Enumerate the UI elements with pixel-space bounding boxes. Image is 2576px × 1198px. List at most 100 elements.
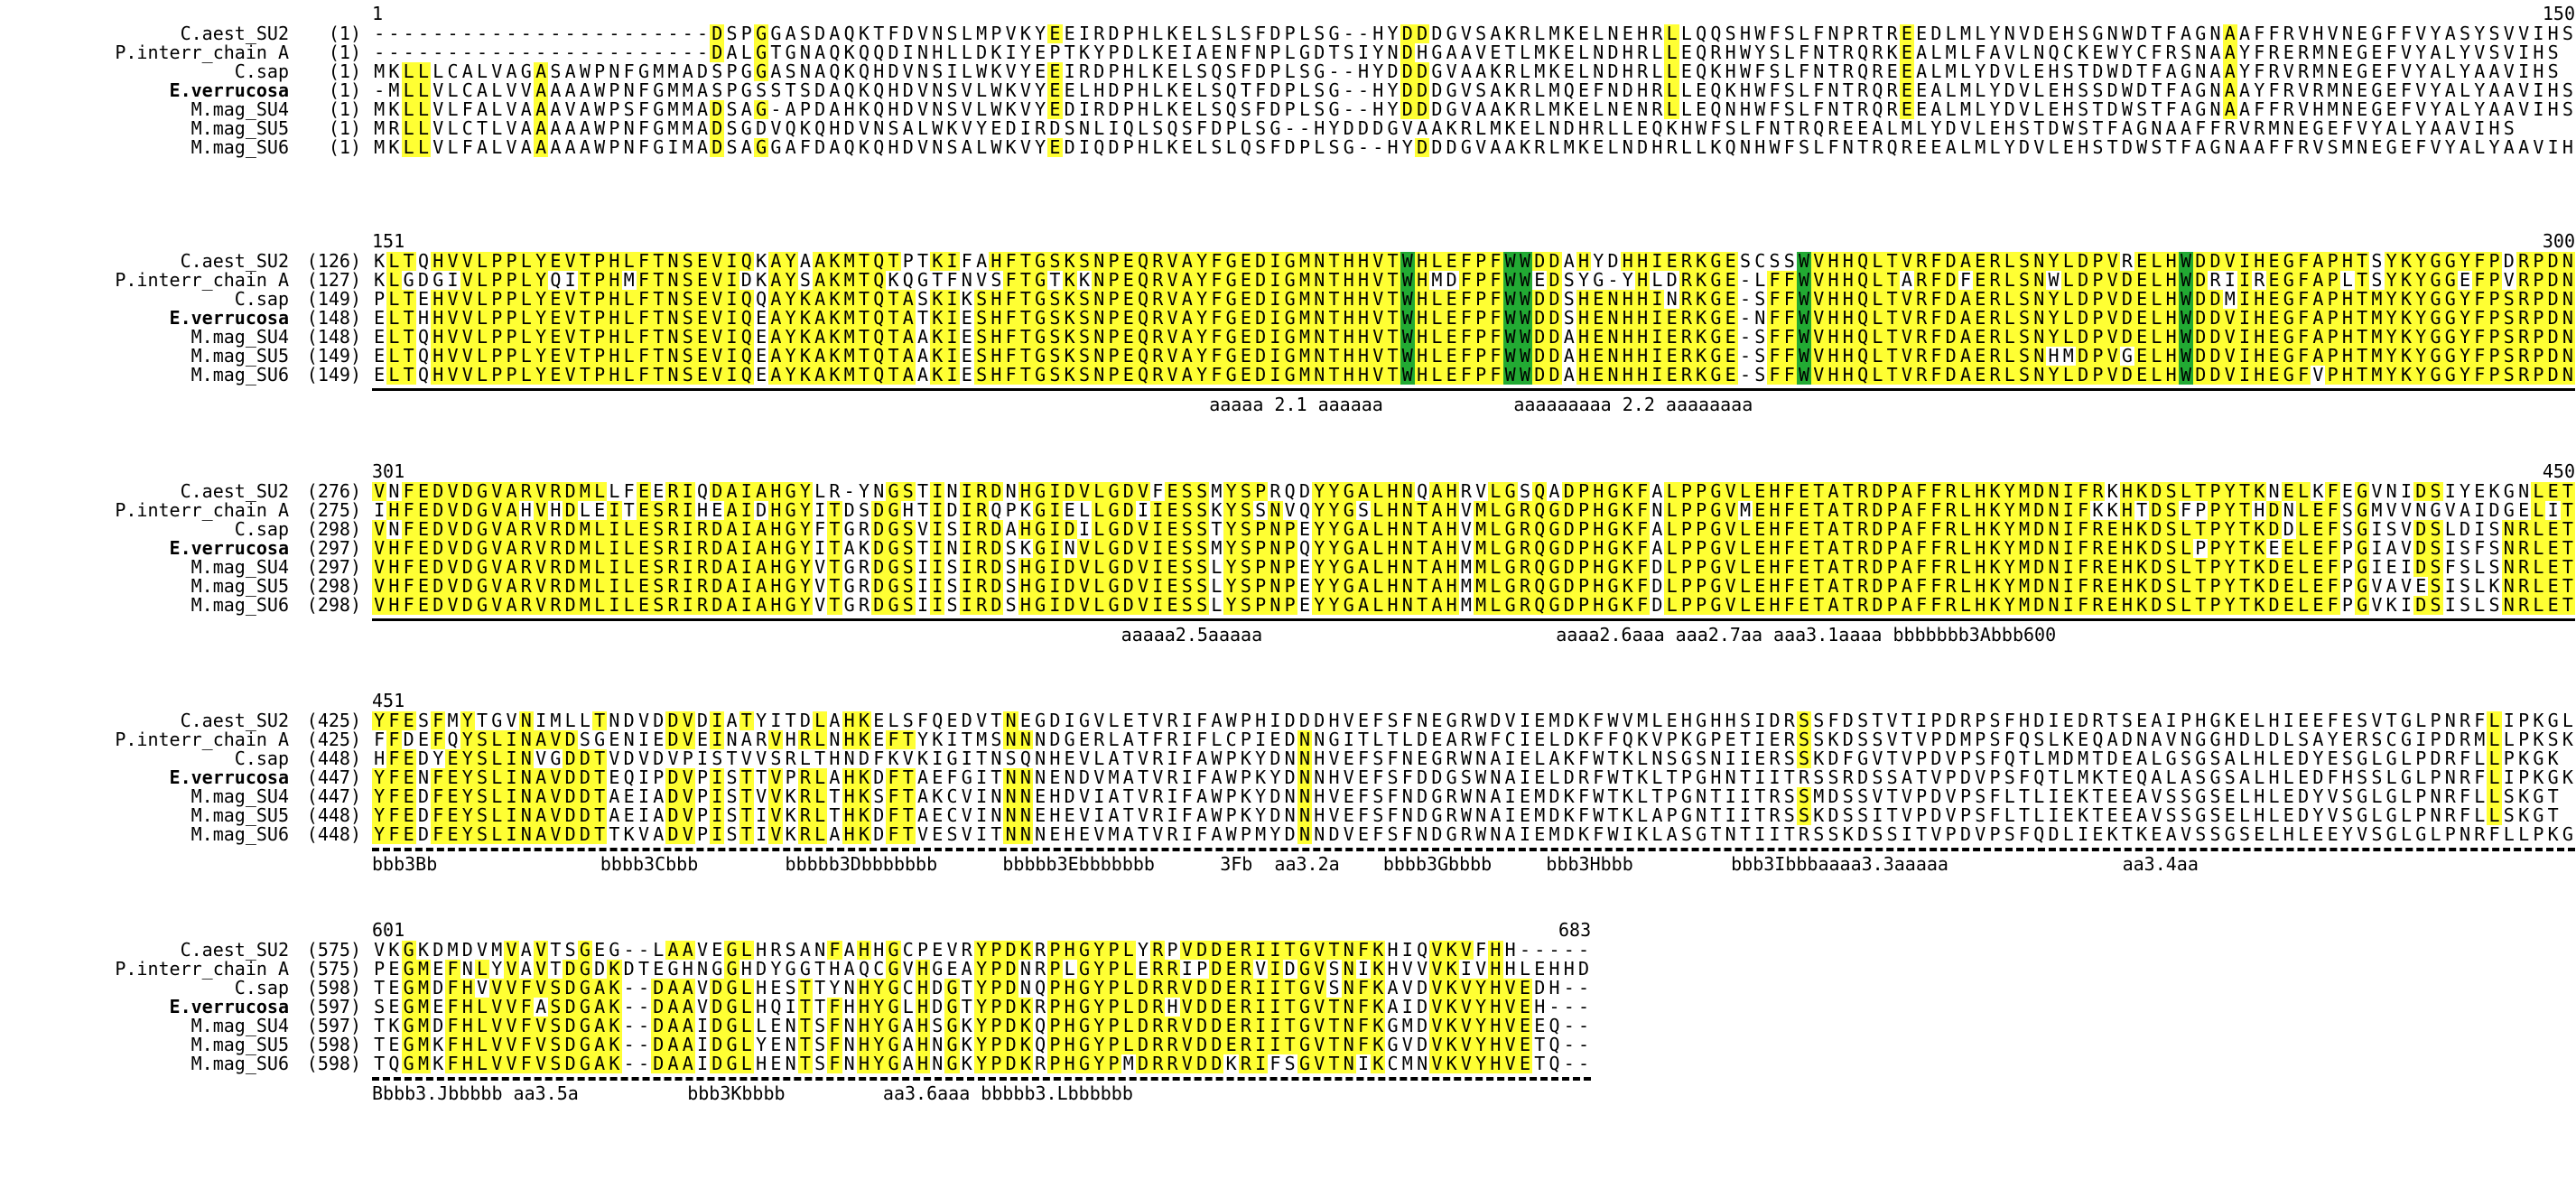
residue: M (1547, 24, 1561, 43)
residue: H (1767, 539, 1782, 558)
ruler-end: 300 (2503, 232, 2575, 250)
residue: Y (754, 711, 768, 730)
residue: L (1664, 43, 1679, 62)
residue: E (401, 749, 416, 768)
residue: M (1106, 768, 1121, 787)
residue: I (1268, 290, 1283, 309)
residue: - (386, 24, 401, 43)
residue: K (2398, 290, 2414, 309)
sequence-label: C.aest_SU2 (0, 24, 289, 43)
residue: D (1194, 1054, 1210, 1073)
residue: N (2413, 501, 2428, 520)
residue: - (1576, 998, 1591, 1017)
residue: I (944, 730, 959, 749)
residue: F (1781, 596, 1797, 615)
residue: V (1944, 749, 1958, 768)
residue: D (1444, 138, 1458, 157)
residue: R (2443, 749, 2458, 768)
residue: Y (2384, 271, 2399, 290)
residue: M (2016, 482, 2032, 501)
residue: S (2016, 290, 2032, 309)
residue: T (1782, 825, 1797, 844)
residue: L (1664, 100, 1679, 119)
residue: L (1664, 501, 1679, 520)
residue: R (1517, 558, 1533, 577)
residue: T (2076, 62, 2090, 81)
residue: V (916, 520, 930, 539)
residue: N (1400, 577, 1415, 596)
residue: E (1664, 711, 1679, 730)
residue: D (2413, 520, 2429, 539)
residue: D (1194, 941, 1210, 960)
residue: I (960, 749, 974, 768)
residue: Y (460, 730, 475, 749)
residue: W (578, 62, 592, 81)
residue: I (637, 787, 651, 806)
residue: G (1076, 1035, 1093, 1054)
residue: D (1121, 558, 1136, 577)
residue: D (710, 1035, 725, 1054)
residue: G (1341, 501, 1356, 520)
residue: D (1268, 24, 1282, 43)
residue: Y (871, 1017, 887, 1035)
residue: R (1165, 1017, 1180, 1035)
residue: D (1135, 1035, 1151, 1054)
sequence-row: C.sap (1) M K L L L C A L V A G A S A W P N F G M M A D S P G G A S N A Q… (0, 62, 2576, 81)
residue: G (1033, 539, 1048, 558)
residue: L (621, 252, 637, 271)
residue: L (1958, 501, 1974, 520)
residue: G (1605, 539, 1621, 558)
residue: F (1781, 520, 1797, 539)
residue: G (944, 1035, 960, 1054)
residue: S (724, 768, 739, 787)
residue: I (930, 501, 945, 520)
sequence-start-position: (149) (298, 366, 361, 385)
residue: L (518, 328, 534, 347)
residue: D (1106, 81, 1121, 100)
residue: H (1414, 290, 1430, 309)
residue: M (1459, 558, 1474, 577)
residue: Y (2384, 366, 2399, 385)
residue: F (1634, 539, 1651, 558)
residue: K (1694, 347, 1709, 366)
residue: K (1679, 730, 1694, 749)
residue: L (518, 271, 534, 290)
residue: F (1488, 730, 1502, 749)
residue: P (1282, 596, 1297, 615)
residue: D (651, 998, 666, 1017)
residue: V (445, 252, 460, 271)
residue: K (783, 806, 797, 825)
ruler-start: 151 (372, 232, 405, 250)
residue: G (1605, 558, 1621, 577)
residue: - (637, 998, 651, 1017)
residue: F (1209, 328, 1224, 347)
residue: G (1297, 998, 1313, 1017)
residue: S (2003, 825, 2017, 844)
residue: W (2046, 271, 2060, 290)
residue: E (1356, 825, 1371, 844)
residue: F (1634, 558, 1651, 577)
residue: I (1767, 768, 1781, 787)
residue: E (2282, 806, 2296, 825)
residue: E (636, 558, 652, 577)
residue: A (2502, 81, 2516, 100)
residue: T (827, 520, 842, 539)
residue: P (1106, 366, 1121, 385)
residue: K (1576, 138, 1591, 157)
residue: A (680, 1054, 695, 1073)
residue: K (2561, 730, 2575, 749)
residue: R (1268, 482, 1282, 501)
residue: H (1341, 271, 1356, 290)
residue: L (2003, 787, 2017, 806)
residue: E (636, 596, 652, 615)
residue: H (2119, 558, 2134, 577)
residue: D (2208, 328, 2223, 347)
residue: V (1973, 825, 1987, 844)
residue: R (1855, 24, 1870, 43)
residue: D (2105, 81, 2119, 100)
residue: V (710, 347, 725, 366)
residue: Y (2413, 252, 2429, 271)
residue: I (1136, 501, 1150, 520)
residue: R (518, 558, 534, 577)
residue: V (1811, 252, 1827, 271)
